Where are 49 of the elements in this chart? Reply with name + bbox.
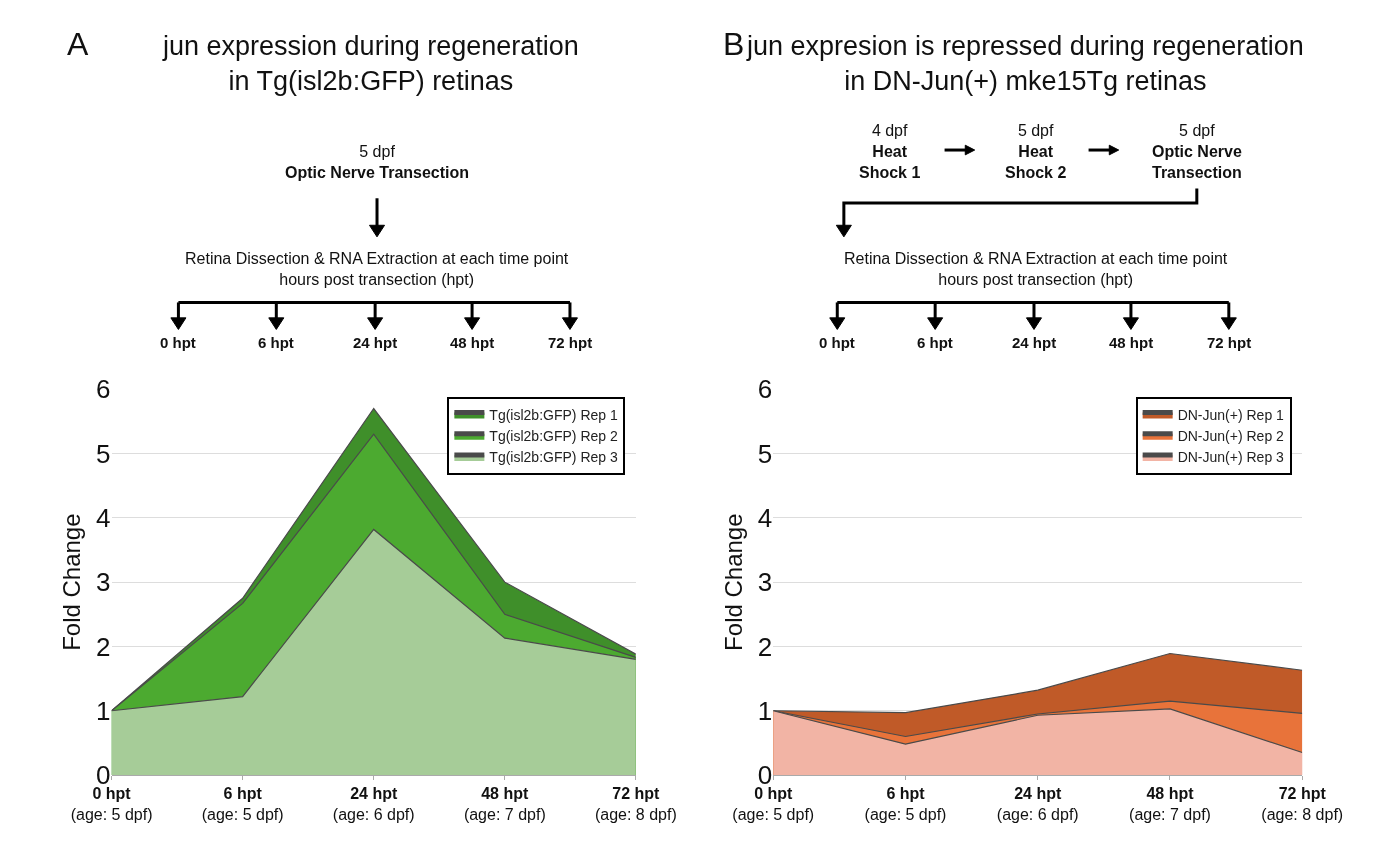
text: 72 hpt xyxy=(1207,334,1252,351)
legend-label: DN-Jun(+) Rep 3 xyxy=(1177,449,1285,466)
y-axis-title: Fold Change xyxy=(719,513,747,651)
x-tick-label: 6 hpt (age: 5 dpf) xyxy=(201,785,284,824)
text: 24 hpt xyxy=(1012,334,1057,351)
y-tick-label: 6 xyxy=(96,374,111,405)
x-tick-label: 48 hpt (age: 7 dpf) xyxy=(1129,785,1211,824)
text: A xyxy=(67,26,89,62)
x-tick-label: 72 hpt (age: 8 dpf) xyxy=(1261,785,1344,824)
text: 48 hpt xyxy=(450,334,495,351)
text: 24 hpt xyxy=(353,334,398,351)
y-tick-label: 4 xyxy=(757,502,773,533)
y-tick-label: 3 xyxy=(96,567,111,598)
legend-label: Tg(isl2b:GFP) Rep 3 xyxy=(489,449,618,466)
text: 6 hpt xyxy=(258,334,294,351)
legend-label: DN-Jun(+) Rep 1 xyxy=(1177,407,1285,424)
y-tick-label: 1 xyxy=(757,695,773,726)
y-tick-label: 5 xyxy=(96,438,111,469)
legend-label: DN-Jun(+) Rep 2 xyxy=(1177,428,1285,445)
x-tick-label: 24 hpt (age: 6 dpf) xyxy=(996,785,1079,824)
text: B xyxy=(723,26,745,62)
text: 5 dpf Optic Nerve Transection xyxy=(285,143,470,181)
y-tick-label: 5 xyxy=(757,438,773,469)
text: Retina Dissection & RNA Extraction at each time point hours post transection (hpt) xyxy=(185,250,569,288)
x-tick-label: 24 hpt (age: 6 dpf) xyxy=(332,785,415,824)
x-tick-label: 48 hpt (age: 7 dpf) xyxy=(463,785,546,824)
text: 5 dpf Optic Nerve Transection xyxy=(1152,122,1242,181)
legend-label: Tg(isl2b:GFP) Rep 1 xyxy=(489,407,618,424)
chart-title: jun expression during regeneration in Tg(isl2b:GFP) retinas xyxy=(162,31,579,97)
text: 72 hpt xyxy=(548,334,593,351)
x-tick-label: 6 hpt (age: 5 dpf) xyxy=(864,785,947,824)
x-tick-label: 0 hpt (age: 5 dpf) xyxy=(70,785,153,824)
text: 4 dpf Heat Shock 1 xyxy=(859,122,921,181)
text: Retina Dissection & RNA Extraction at each time point hours post transection (hpt) xyxy=(844,250,1228,288)
text: 5 dpf Heat Shock 2 xyxy=(1005,122,1067,181)
text: 0 hpt xyxy=(819,334,855,351)
y-tick-label: 2 xyxy=(757,631,773,662)
y-axis-title: Fold Change xyxy=(58,513,86,651)
text: 0 hpt xyxy=(160,334,196,351)
y-tick-label: 2 xyxy=(96,631,111,662)
y-tick-label: 1 xyxy=(96,695,111,726)
x-tick-label: 72 hpt (age: 8 dpf) xyxy=(594,785,677,824)
text: 48 hpt xyxy=(1109,334,1154,351)
y-tick-label: 4 xyxy=(96,502,111,533)
y-tick-label: 6 xyxy=(757,374,773,405)
chart-title: jun expresion is repressed during regeneration in DN-Jun(+) mke15Tg retinas xyxy=(746,31,1304,97)
y-tick-label: 3 xyxy=(757,567,773,598)
text: 6 hpt xyxy=(917,334,953,351)
legend-label: Tg(isl2b:GFP) Rep 2 xyxy=(489,428,618,445)
